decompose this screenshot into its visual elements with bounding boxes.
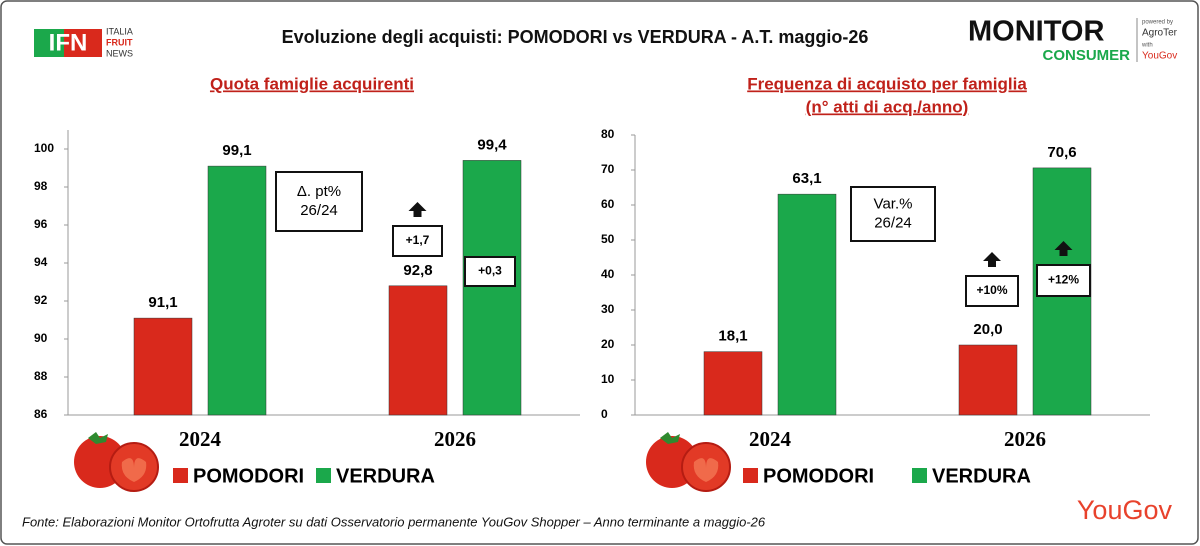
chart-title: Quota famiglie acquirenti (210, 74, 414, 93)
bar (133, 317, 193, 416)
data-label: 63,1 (792, 170, 821, 187)
logo-text: AgroTer (1142, 28, 1178, 39)
change-label: +12% (1048, 273, 1079, 287)
y-tick-label: 0 (601, 407, 608, 421)
annotation-box (850, 186, 936, 242)
x-tick-label: 2024 (179, 427, 222, 451)
y-tick-label: 86 (34, 407, 48, 421)
arrow-up (408, 202, 427, 217)
y-tick-label: 70 (601, 162, 615, 176)
change-box (1036, 264, 1091, 297)
data-label: 18,1 (718, 328, 747, 345)
brand: YouGov (1077, 495, 1173, 525)
y-tick-label: 50 (601, 232, 615, 246)
logo-right: MONITOR CONSUMER powered by AgroTer with… (968, 16, 1178, 64)
y-tick-label: 80 (601, 127, 615, 141)
tomato-icon (88, 432, 108, 444)
bar (958, 344, 1018, 416)
legend-swatch (316, 468, 331, 483)
y-tick-label: 30 (601, 302, 615, 316)
logo-text: ITALIA (106, 26, 133, 36)
data-label: 99,1 (222, 142, 251, 159)
logo-text: with (1141, 43, 1153, 49)
logo-block (34, 29, 64, 57)
y-tick-label: 100 (34, 141, 54, 155)
chart-title: (n° atti di acq./anno) (806, 97, 969, 116)
y-tick-label: 40 (601, 267, 615, 281)
data-label: 70,6 (1047, 144, 1076, 161)
annotation-text: 26/24 (874, 214, 912, 231)
y-tick-label: 92 (34, 293, 48, 307)
logo-block (64, 29, 102, 57)
tomato-icon (681, 442, 731, 492)
tomato-icon (109, 442, 159, 492)
y-tick-label: 88 (34, 369, 48, 383)
logo-text: NEWS (106, 48, 133, 58)
logo-text: FRUIT (106, 37, 133, 47)
legend-label: VERDURA (336, 465, 435, 487)
chart-title: Frequenza di acquisto per famiglia (747, 74, 1027, 93)
change-label: +1,7 (406, 233, 430, 247)
y-tick-label: 20 (601, 337, 615, 351)
arrow-up (1054, 241, 1073, 256)
annotation-text: Var.% (874, 195, 913, 212)
change-box (965, 275, 1019, 307)
page-title: Evoluzione degli acquisti: POMODORI vs V… (282, 27, 869, 47)
data-label: 92,8 (403, 262, 432, 279)
tomato-icon (121, 458, 147, 482)
logo-text: powered by (1142, 20, 1173, 26)
bar (777, 193, 837, 416)
y-tick-label: 10 (601, 372, 615, 386)
change-box (464, 256, 516, 287)
x-tick-label: 2024 (749, 427, 792, 451)
change-box (392, 225, 443, 257)
legend-label: POMODORI (193, 465, 304, 487)
tomato-icon (660, 432, 680, 444)
annotation-text: 26/24 (300, 202, 338, 219)
y-tick-label: 96 (34, 217, 48, 231)
data-label: 91,1 (148, 294, 177, 311)
y-tick-label: 90 (34, 331, 48, 345)
logo-mark: IFN (49, 29, 88, 56)
logo-text: YouGov (1142, 51, 1177, 62)
y-tick-label: 98 (34, 179, 48, 193)
data-label: 20,0 (973, 321, 1002, 338)
arrow-up (983, 252, 1001, 267)
annotation-box (275, 171, 363, 232)
legend-swatch (173, 468, 188, 483)
logo-sub: CONSUMER (1042, 47, 1130, 64)
y-tick-label: 60 (601, 197, 615, 211)
bar (388, 285, 448, 416)
y-tick-label: 94 (34, 255, 48, 269)
annotation-text: Δ. pt% (297, 183, 341, 200)
source-note: Fonte: Elaborazioni Monitor Ortofrutta A… (22, 514, 766, 529)
legend-label: POMODORI (763, 465, 874, 487)
change-label: +0,3 (478, 264, 502, 278)
data-label: 99,4 (477, 136, 507, 153)
bar (207, 165, 267, 416)
x-tick-label: 2026 (1004, 427, 1046, 451)
legend-label: VERDURA (932, 465, 1031, 487)
logo-left: IFN ITALIA FRUIT NEWS (34, 26, 133, 58)
legend-swatch (743, 468, 758, 483)
x-tick-label: 2026 (434, 427, 476, 451)
bar (462, 160, 522, 416)
legend-swatch (912, 468, 927, 483)
bar (703, 351, 763, 416)
change-label: +10% (976, 283, 1007, 297)
logo-main: MONITOR (968, 16, 1104, 48)
tomato-icon (693, 458, 719, 482)
